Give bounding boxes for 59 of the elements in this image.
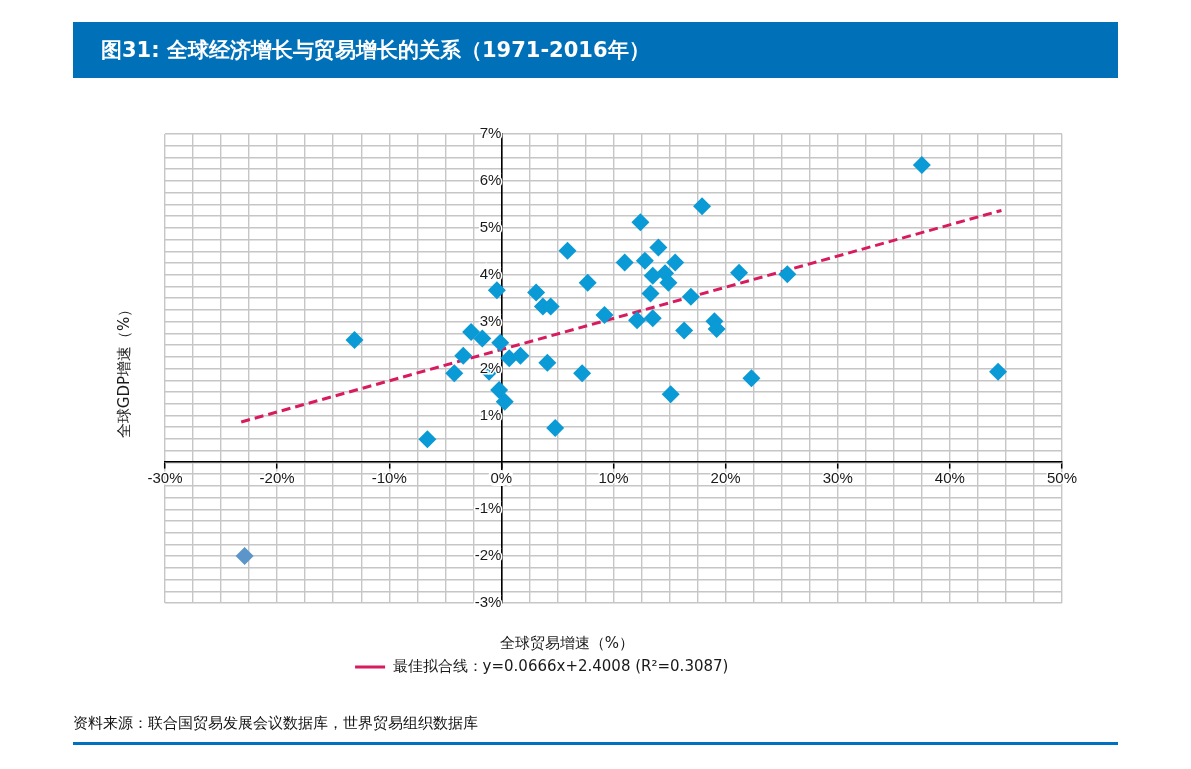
point xyxy=(778,265,797,284)
point xyxy=(628,311,647,330)
point xyxy=(912,155,931,174)
point xyxy=(681,287,700,306)
point xyxy=(989,362,1008,381)
point xyxy=(527,283,546,302)
point xyxy=(615,253,634,272)
point xyxy=(730,263,749,282)
point xyxy=(487,281,506,300)
point xyxy=(649,238,668,257)
y-tick-label: 6% xyxy=(479,171,502,189)
y-tick-label: 5% xyxy=(479,217,502,235)
x-tick-label: 40% xyxy=(934,469,965,487)
y-tick-label: 1% xyxy=(479,405,502,423)
y-tick-label: -2% xyxy=(474,546,502,564)
point xyxy=(693,197,712,216)
x-axis-title: 全球贸易增速（%） xyxy=(499,634,635,653)
y-tick-label: 7% xyxy=(479,124,502,142)
point xyxy=(675,321,694,340)
x-tick-label: -10% xyxy=(371,469,407,487)
point xyxy=(454,346,473,365)
point xyxy=(742,369,761,388)
point xyxy=(661,385,680,404)
point xyxy=(511,346,530,365)
point xyxy=(473,329,492,348)
x-tick-label: 20% xyxy=(710,469,741,487)
point xyxy=(491,333,510,352)
y-tick-label: -1% xyxy=(474,499,502,517)
point xyxy=(643,309,662,328)
y-tick-label: 4% xyxy=(479,264,502,282)
point xyxy=(573,364,592,383)
point xyxy=(641,284,660,303)
point xyxy=(445,364,464,383)
point xyxy=(490,381,509,400)
text: 资料来源：联合国贸易发展会议数据库，世界贸易组织数据库 xyxy=(73,714,478,732)
point xyxy=(235,547,254,566)
point xyxy=(578,273,597,292)
point xyxy=(418,430,437,449)
point xyxy=(643,266,662,285)
x-tick-label: 30% xyxy=(822,469,853,487)
point xyxy=(666,253,685,272)
point xyxy=(546,419,565,438)
chart-title: 图31: 全球经济增长与贸易增长的关系（1971-2016年） xyxy=(101,37,650,63)
y-tick-label: -3% xyxy=(474,593,502,611)
point xyxy=(635,251,654,270)
x-tick-label: 10% xyxy=(598,469,629,487)
point xyxy=(462,322,481,341)
point xyxy=(538,353,557,372)
x-tick-label: -20% xyxy=(259,469,295,487)
point xyxy=(558,241,577,260)
point xyxy=(631,213,650,232)
x-tick-label: -30% xyxy=(147,469,183,487)
x-tick-label: 50% xyxy=(1046,469,1078,487)
point xyxy=(595,306,614,325)
y-axis-title: 全球GDP增速（%） xyxy=(114,301,134,439)
point xyxy=(345,330,364,349)
y-tick-label: 3% xyxy=(479,311,502,329)
point xyxy=(495,392,514,411)
legend-label: 最佳拟合线：y=0.0666x+2.4008 (R²=0.3087) xyxy=(392,656,729,675)
